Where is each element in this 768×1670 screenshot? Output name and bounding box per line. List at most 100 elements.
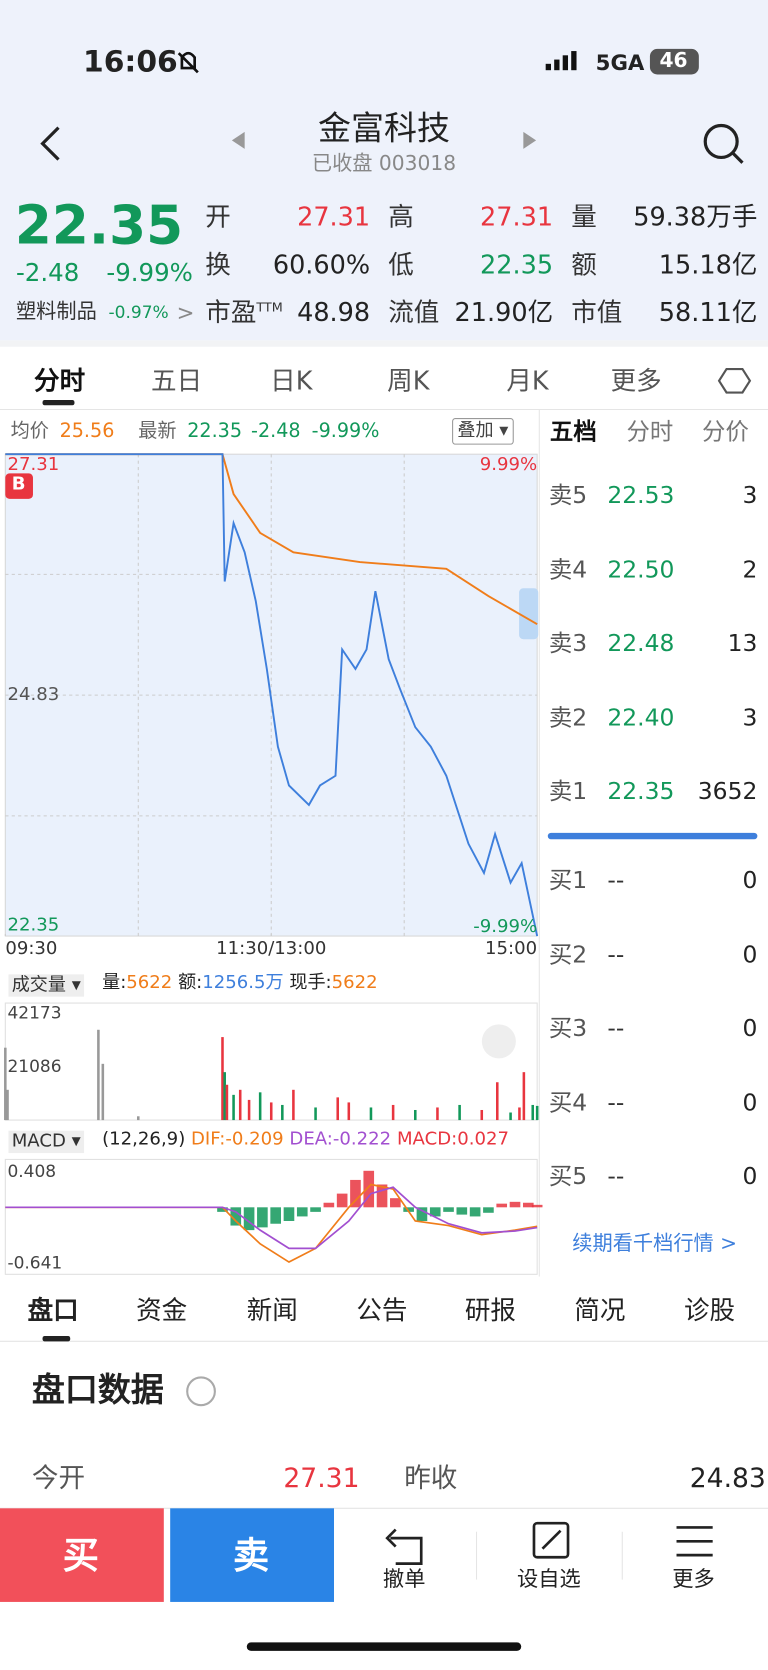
time: 16:06 [82, 43, 178, 79]
book-price: 22.40 [607, 705, 675, 732]
watch-icon[interactable] [532, 1521, 570, 1559]
pct-bottom: -9.99% [473, 915, 538, 938]
bottom-tab[interactable]: 新闻 [246, 1295, 298, 1326]
volume-bar [414, 1109, 417, 1121]
stat-sup: TTM [256, 299, 283, 315]
bottom-tab[interactable]: 研报 [464, 1295, 516, 1326]
volume-bar [292, 1089, 295, 1121]
amt: 1256.5万 [202, 972, 284, 994]
collapse-tab[interactable] [519, 588, 539, 640]
stat-value: 27.31 [297, 202, 371, 232]
book-label: 卖4 [548, 556, 588, 584]
macd-bar [416, 1207, 428, 1221]
subtitle: 已收盘 003018 [311, 152, 457, 176]
macd-bar [363, 1170, 375, 1208]
more-label[interactable]: 更多 [672, 1565, 715, 1592]
volume-bar [496, 1082, 499, 1121]
macd-bar [257, 1207, 268, 1228]
volume-bar [518, 1107, 521, 1121]
macd-bar [531, 1204, 543, 1208]
network: 5GA [595, 49, 645, 76]
overlay-button[interactable]: 叠加 ▾ [452, 418, 514, 445]
sell-label[interactable]: 卖 [232, 1534, 270, 1578]
macd-bar [243, 1207, 255, 1231]
search-icon[interactable] [703, 123, 739, 160]
buy-label[interactable]: 买 [62, 1534, 99, 1578]
latest-change: -2.48 [251, 420, 301, 443]
book-qty: 13 [727, 630, 758, 658]
sector-pct[interactable]: -0.97% [108, 302, 169, 323]
dif: DIF:-0.209 [191, 1128, 284, 1150]
volume-menu[interactable]: 成交量 ▾ [8, 974, 84, 997]
hand: 5622 [331, 972, 378, 994]
chart-tab[interactable]: 五日 [151, 365, 203, 396]
book-label: 卖2 [548, 705, 588, 732]
book-price: 22.53 [607, 482, 675, 510]
help-icon[interactable] [186, 1376, 216, 1407]
macd-bar [469, 1207, 481, 1217]
book-qty: 3 [742, 705, 758, 732]
macd-bar [296, 1207, 308, 1217]
stat-label: 低 [388, 249, 414, 280]
chart-tab[interactable]: 周K [387, 365, 430, 396]
book-qty: 0 [742, 942, 758, 969]
book-link-text: 续期看千档行情 [572, 1231, 714, 1256]
y-tick-label: 24.83 [7, 684, 59, 705]
avg-label: 均价 [10, 420, 49, 443]
volume-bar [258, 1092, 262, 1121]
book-tab[interactable]: 五档 [549, 419, 597, 446]
volume-bar [232, 1094, 235, 1121]
stat-label: 开 [205, 202, 231, 232]
macd-frame [4, 1158, 538, 1275]
book-link[interactable]: 续期看千档行情 > [572, 1231, 738, 1256]
stat-value: 48.98 [297, 297, 371, 328]
settings-icon[interactable] [717, 368, 752, 394]
change: -2.48 [15, 259, 80, 288]
cancel-icon[interactable] [385, 1528, 423, 1565]
next-icon[interactable] [523, 131, 537, 149]
chart-tab[interactable]: 更多 [610, 365, 662, 396]
volume-bar [336, 1097, 340, 1121]
macd-bar [350, 1179, 361, 1208]
stat-value: 60.60% [272, 249, 371, 280]
grid [5, 454, 538, 937]
book-price: -- [607, 1090, 625, 1117]
dea-line [5, 1186, 538, 1250]
prev-icon[interactable] [231, 131, 245, 149]
volume-bar [225, 1084, 229, 1121]
stat-label: 量 [571, 202, 597, 232]
sell-button[interactable] [170, 1508, 335, 1602]
more-icon[interactable] [676, 1526, 713, 1557]
chart-tab[interactable]: 月K [506, 365, 549, 396]
bottom-tab[interactable]: 资金 [136, 1295, 188, 1326]
volume-bar [101, 1063, 105, 1121]
buy-button[interactable] [0, 1508, 164, 1602]
bottom-tab[interactable]: 简况 [574, 1295, 626, 1326]
macd-bar [429, 1207, 441, 1217]
battery: 46 [659, 48, 688, 73]
vol: 5622 [126, 972, 173, 994]
y-tick-label: 42173 [7, 1004, 61, 1024]
expand-button[interactable] [481, 1024, 516, 1059]
back-icon[interactable] [40, 126, 60, 161]
chart-tab[interactable]: 分时 [34, 365, 86, 396]
book-tab[interactable]: 分时 [626, 419, 674, 446]
book-price: 22.35 [607, 779, 675, 806]
book-tab[interactable]: 分价 [702, 419, 749, 446]
signal-icon [545, 51, 577, 71]
bottom-tab[interactable]: 公告 [356, 1295, 408, 1326]
volume-bar [223, 1072, 226, 1121]
price: 22.35 [14, 194, 184, 257]
chart-tab[interactable]: 日K [270, 365, 313, 396]
book-qty: 2 [742, 556, 758, 584]
volume-bar [97, 1029, 100, 1121]
book-qty: 0 [742, 1090, 758, 1117]
cancel-label[interactable]: 撤单 [382, 1565, 426, 1592]
book-qty: 0 [742, 1164, 758, 1191]
battery-icon [649, 48, 699, 75]
bottom-tab[interactable]: 诊股 [683, 1295, 736, 1326]
sector[interactable]: 塑料制品 [15, 299, 97, 324]
watch-label[interactable]: 设自选 [516, 1565, 581, 1592]
macd-menu[interactable]: MACD ▾ [8, 1130, 84, 1154]
bottom-tab[interactable]: 盘口 [27, 1295, 79, 1326]
